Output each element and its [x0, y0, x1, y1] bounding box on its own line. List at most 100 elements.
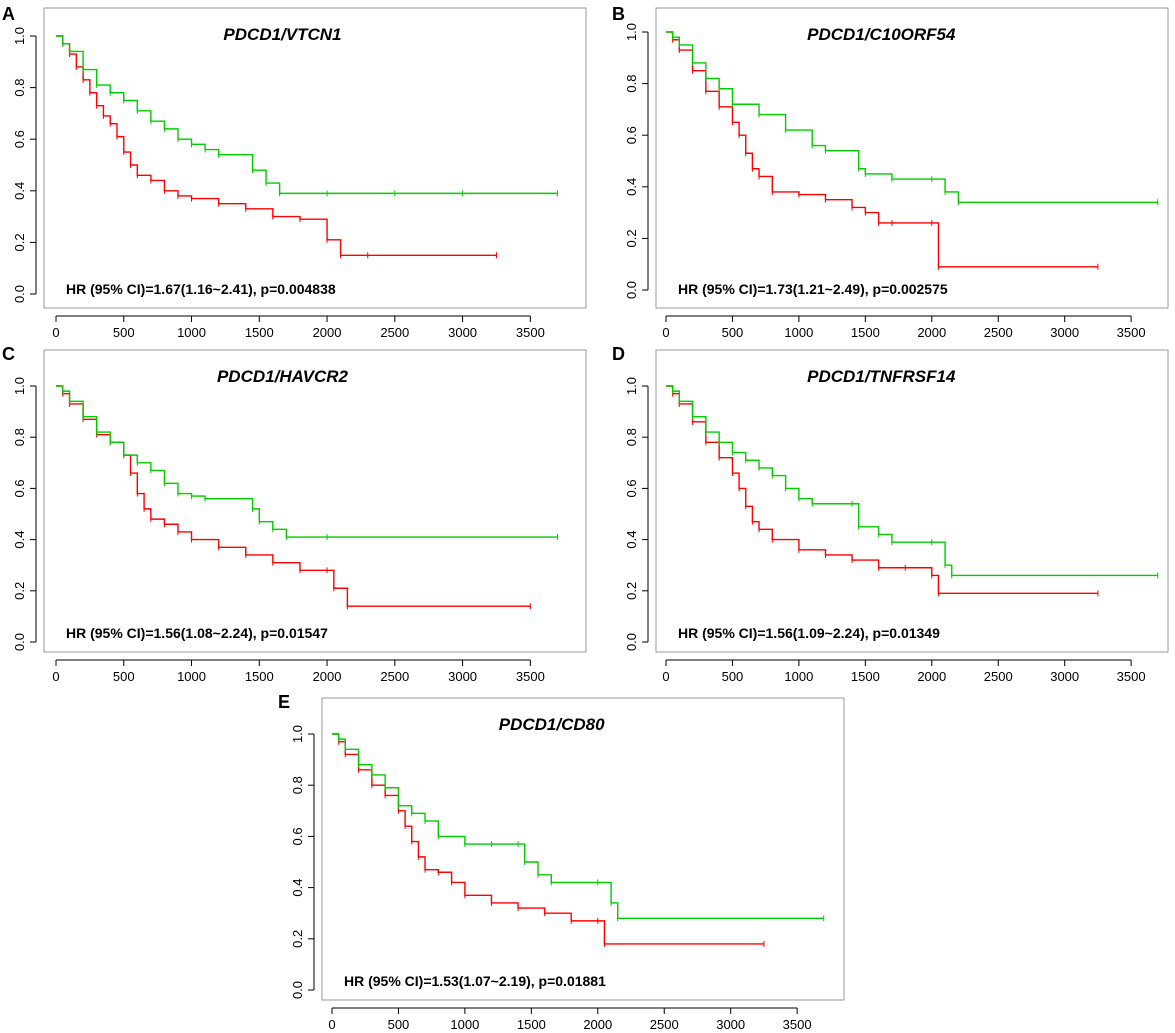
x-tick-label: 3500 [516, 325, 545, 340]
chart-title: PDCD1/CD80 [499, 715, 605, 734]
hr-annotation: HR (95% CI)=1.56(1.09~2.24), p=0.01349 [678, 625, 940, 641]
x-tick-label: 1500 [245, 325, 274, 340]
x-tick-label: 2500 [380, 669, 409, 684]
km-plot-e: 0 500 1000 1500 2000 2500 3000 3500 0.0 0.2 0.4 0.6… [290, 697, 845, 1032]
y-tick-label: 0.4 [290, 879, 305, 897]
x-tick-label: 1500 [851, 325, 880, 340]
chart-title: PDCD1/C10ORF54 [807, 25, 956, 44]
x-tick-label: 2500 [984, 325, 1013, 340]
y-tick-label: 0.6 [12, 479, 27, 497]
x-tick-label: 2000 [583, 1017, 612, 1032]
hr-annotation: HR (95% CI)=1.73(1.21~2.49), p=0.002575 [678, 281, 948, 297]
x-tick-label: 1000 [177, 669, 206, 684]
x-tick-label: 0 [52, 325, 59, 340]
x-tick-label: 1500 [517, 1017, 546, 1032]
y-tick-label: 0.0 [12, 285, 27, 303]
x-tick-label: 1500 [851, 669, 880, 684]
x-tick-label: 2500 [984, 669, 1013, 684]
y-tick-label: 1.0 [12, 377, 27, 395]
y-tick-label: 0.2 [12, 233, 27, 251]
x-tick-label: 3000 [716, 1017, 745, 1032]
panel-label: E [278, 692, 291, 712]
y-tick-label: 0.6 [624, 479, 639, 497]
y-tick-label: 0.4 [624, 178, 639, 196]
y-tick-label: 0.8 [12, 428, 27, 446]
km-plot-c: 0 500 1000 1500 2000 2500 3000 3500 0.0 0.2 0.4 0.6… [12, 349, 587, 684]
x-tick-label: 1000 [450, 1017, 479, 1032]
hr-annotation: HR (95% CI)=1.67(1.16~2.41), p=0.004838 [66, 281, 336, 297]
x-tick-label: 2000 [917, 325, 946, 340]
x-tick-label: 2000 [313, 325, 342, 340]
series-low-line [56, 35, 558, 195]
y-tick-label: 0.4 [12, 531, 27, 549]
x-tick-label: 3500 [1117, 669, 1146, 684]
y-tick-label: 0.2 [290, 930, 305, 948]
km-plot-a: 0 500 1000 1500 2000 2500 3000 3500 0.0 0.2 0.4 0.6… [12, 7, 587, 340]
panel-label: B [612, 4, 625, 24]
hr-annotation: HR (95% CI)=1.56(1.08~2.24), p=0.01547 [66, 625, 328, 641]
km-plot-d: 0 500 1000 1500 2000 2500 3000 3500 0.0 0.2 0.4 0.6… [624, 349, 1169, 684]
x-tick-label: 3000 [1050, 325, 1079, 340]
series-low-line [332, 733, 824, 920]
plot-frame [655, 349, 1169, 653]
plot-frame [43, 349, 587, 653]
x-tick-label: 2500 [650, 1017, 679, 1032]
y-tick-label: 0.0 [12, 633, 27, 651]
chart-title: PDCD1/VTCN1 [223, 25, 341, 44]
y-tick-label: 0.8 [624, 428, 639, 446]
y-tick-label: 0.0 [624, 633, 639, 651]
series-low-line [56, 385, 558, 538]
y-tick-label: 0.6 [290, 827, 305, 845]
y-tick-label: 0.6 [624, 126, 639, 144]
hr-annotation: HR (95% CI)=1.53(1.07~2.19), p=0.01881 [344, 973, 606, 989]
y-tick-label: 1.0 [624, 377, 639, 395]
x-tick-label: 0 [662, 325, 669, 340]
km-plot-b: 0 500 1000 1500 2000 2500 3000 3500 0.0 0.2 0.4 0.6… [624, 7, 1169, 340]
x-tick-label: 3500 [516, 669, 545, 684]
y-tick-label: 1.0 [290, 725, 305, 743]
x-tick-label: 2500 [380, 325, 409, 340]
panel-label: C [2, 344, 15, 364]
series-low-line [666, 31, 1158, 203]
x-tick-label: 1500 [245, 669, 274, 684]
y-tick-label: 0.8 [624, 75, 639, 93]
y-tick-label: 0.0 [290, 981, 305, 999]
series-high-line [332, 733, 764, 945]
series-high-line [666, 385, 1098, 595]
y-tick-label: 0.8 [290, 776, 305, 794]
y-tick-label: 0.4 [624, 531, 639, 549]
plot-frame [321, 697, 845, 1001]
x-tick-label: 1000 [177, 325, 206, 340]
panel-b: B 0 500 1000 1500 2000 2500 3000 3500 0.0 0.2 0.4 0… [612, 0, 1172, 340]
y-tick-label: 0.2 [624, 229, 639, 247]
x-tick-label: 2000 [313, 669, 342, 684]
x-tick-label: 3500 [1117, 325, 1146, 340]
series-high-line [56, 35, 497, 256]
plot-frame [655, 7, 1169, 309]
y-tick-label: 0.4 [12, 182, 27, 200]
x-tick-label: 500 [113, 325, 135, 340]
x-tick-label: 0 [52, 669, 59, 684]
x-tick-label: 1000 [784, 325, 813, 340]
x-tick-label: 0 [328, 1017, 335, 1032]
x-tick-label: 3500 [783, 1017, 812, 1032]
x-tick-label: 0 [662, 669, 669, 684]
series-high-line [666, 31, 1098, 268]
x-tick-label: 2000 [917, 669, 946, 684]
panel-c: C 0 500 1000 1500 2000 2500 3000 3500 0.0 0.2 0.4 0… [0, 340, 590, 685]
x-tick-label: 500 [722, 325, 744, 340]
x-tick-label: 500 [113, 669, 135, 684]
chart-title: PDCD1/HAVCR2 [217, 367, 349, 386]
x-tick-label: 500 [722, 669, 744, 684]
chart-title: PDCD1/TNFRSF14 [807, 367, 956, 386]
panel-a: A 0 500 1000 1500 2000 2500 3000 3500 0.0 0.2 0.4 0… [0, 0, 590, 340]
series-high-line [56, 385, 531, 607]
y-tick-label: 0.2 [12, 582, 27, 600]
panel-label: D [612, 344, 625, 364]
y-tick-label: 0.2 [624, 582, 639, 600]
panel-d: D 0 500 1000 1500 2000 2500 3000 3500 0.0 0.2 0.4 0… [612, 340, 1172, 685]
plot-frame [43, 7, 587, 309]
y-tick-label: 1.0 [624, 23, 639, 41]
x-tick-label: 500 [388, 1017, 410, 1032]
x-tick-label: 3000 [1050, 669, 1079, 684]
